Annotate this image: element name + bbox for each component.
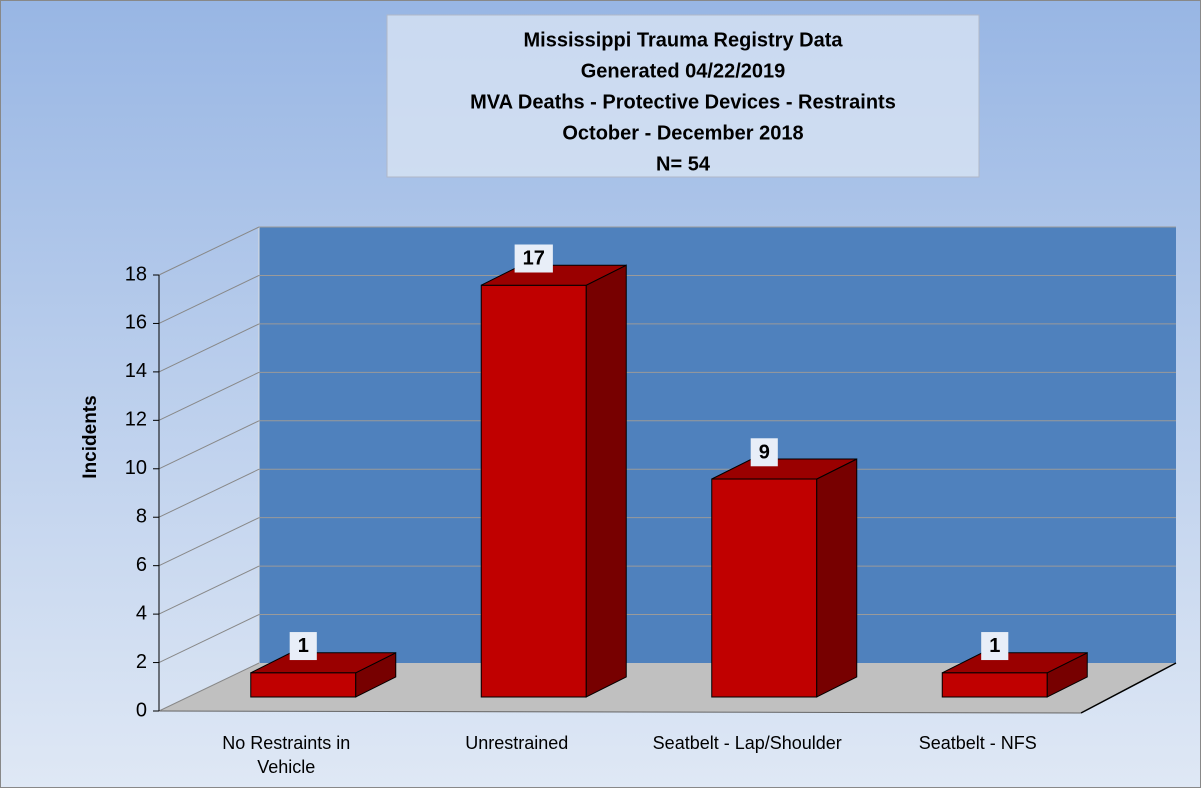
bar-top [250, 652, 396, 674]
bar-top [942, 652, 1088, 674]
x-tick-label: No Restraints in Vehicle [222, 733, 351, 777]
grid-line [158, 662, 260, 712]
floor [159, 663, 1176, 713]
grid-line [158, 274, 260, 324]
y-tick-label: 0 [136, 699, 147, 721]
y-axis-label: Incidents [80, 395, 101, 478]
chart-title: Generated 04/22/2019 [581, 60, 786, 82]
grid-line [158, 565, 260, 615]
chart-title: MVA Deaths - Protective Devices - Restra… [470, 91, 896, 113]
floor-edge [1080, 662, 1177, 714]
bar-front [711, 478, 818, 698]
y-tick-label: 14 [125, 360, 147, 382]
value-label: 1 [298, 635, 309, 657]
y-tick-label: 16 [125, 312, 147, 334]
floor-front-edge [158, 710, 1082, 714]
bar-front [480, 284, 587, 698]
bar [250, 651, 397, 698]
grid-line [158, 371, 260, 421]
bar-top [711, 458, 857, 480]
grid-line [158, 517, 260, 567]
grid-line [158, 323, 260, 373]
bar-side [816, 458, 858, 698]
chart-title: N= 54 [656, 153, 711, 175]
bar-front [941, 672, 1048, 698]
y-tick-label: 6 [136, 554, 147, 576]
y-tick-label: 2 [136, 651, 147, 673]
bar [711, 458, 858, 698]
grid-line [158, 226, 260, 276]
chart-title: Mississippi Trauma Registry Data [523, 29, 843, 51]
x-tick-label: Unrestrained [465, 733, 569, 753]
y-tick-label: 4 [136, 602, 147, 624]
value-label: 17 [523, 248, 545, 270]
grid-line [158, 614, 260, 664]
value-label-box [750, 438, 778, 467]
bar-front [250, 672, 357, 698]
chart-title: October - December 2018 [562, 122, 803, 144]
value-label-box [514, 244, 553, 273]
grid-line [158, 420, 260, 470]
value-label-box [289, 632, 317, 661]
y-tick-label: 8 [136, 506, 147, 528]
value-label: 9 [759, 441, 770, 463]
y-tick-label: 18 [125, 263, 147, 285]
title-box [386, 14, 980, 178]
value-label: 1 [989, 635, 1000, 657]
x-tick-label: Seatbelt - Lap/Shoulder [652, 733, 842, 753]
y-tick-label: 12 [125, 409, 147, 431]
bar [941, 651, 1088, 698]
bar [480, 264, 627, 698]
y-tick-label: 10 [125, 457, 147, 479]
x-tick-label: Seatbelt - NFS [918, 733, 1037, 753]
grid-line [158, 468, 260, 518]
bar-side [585, 264, 627, 698]
value-label-box [981, 632, 1009, 661]
